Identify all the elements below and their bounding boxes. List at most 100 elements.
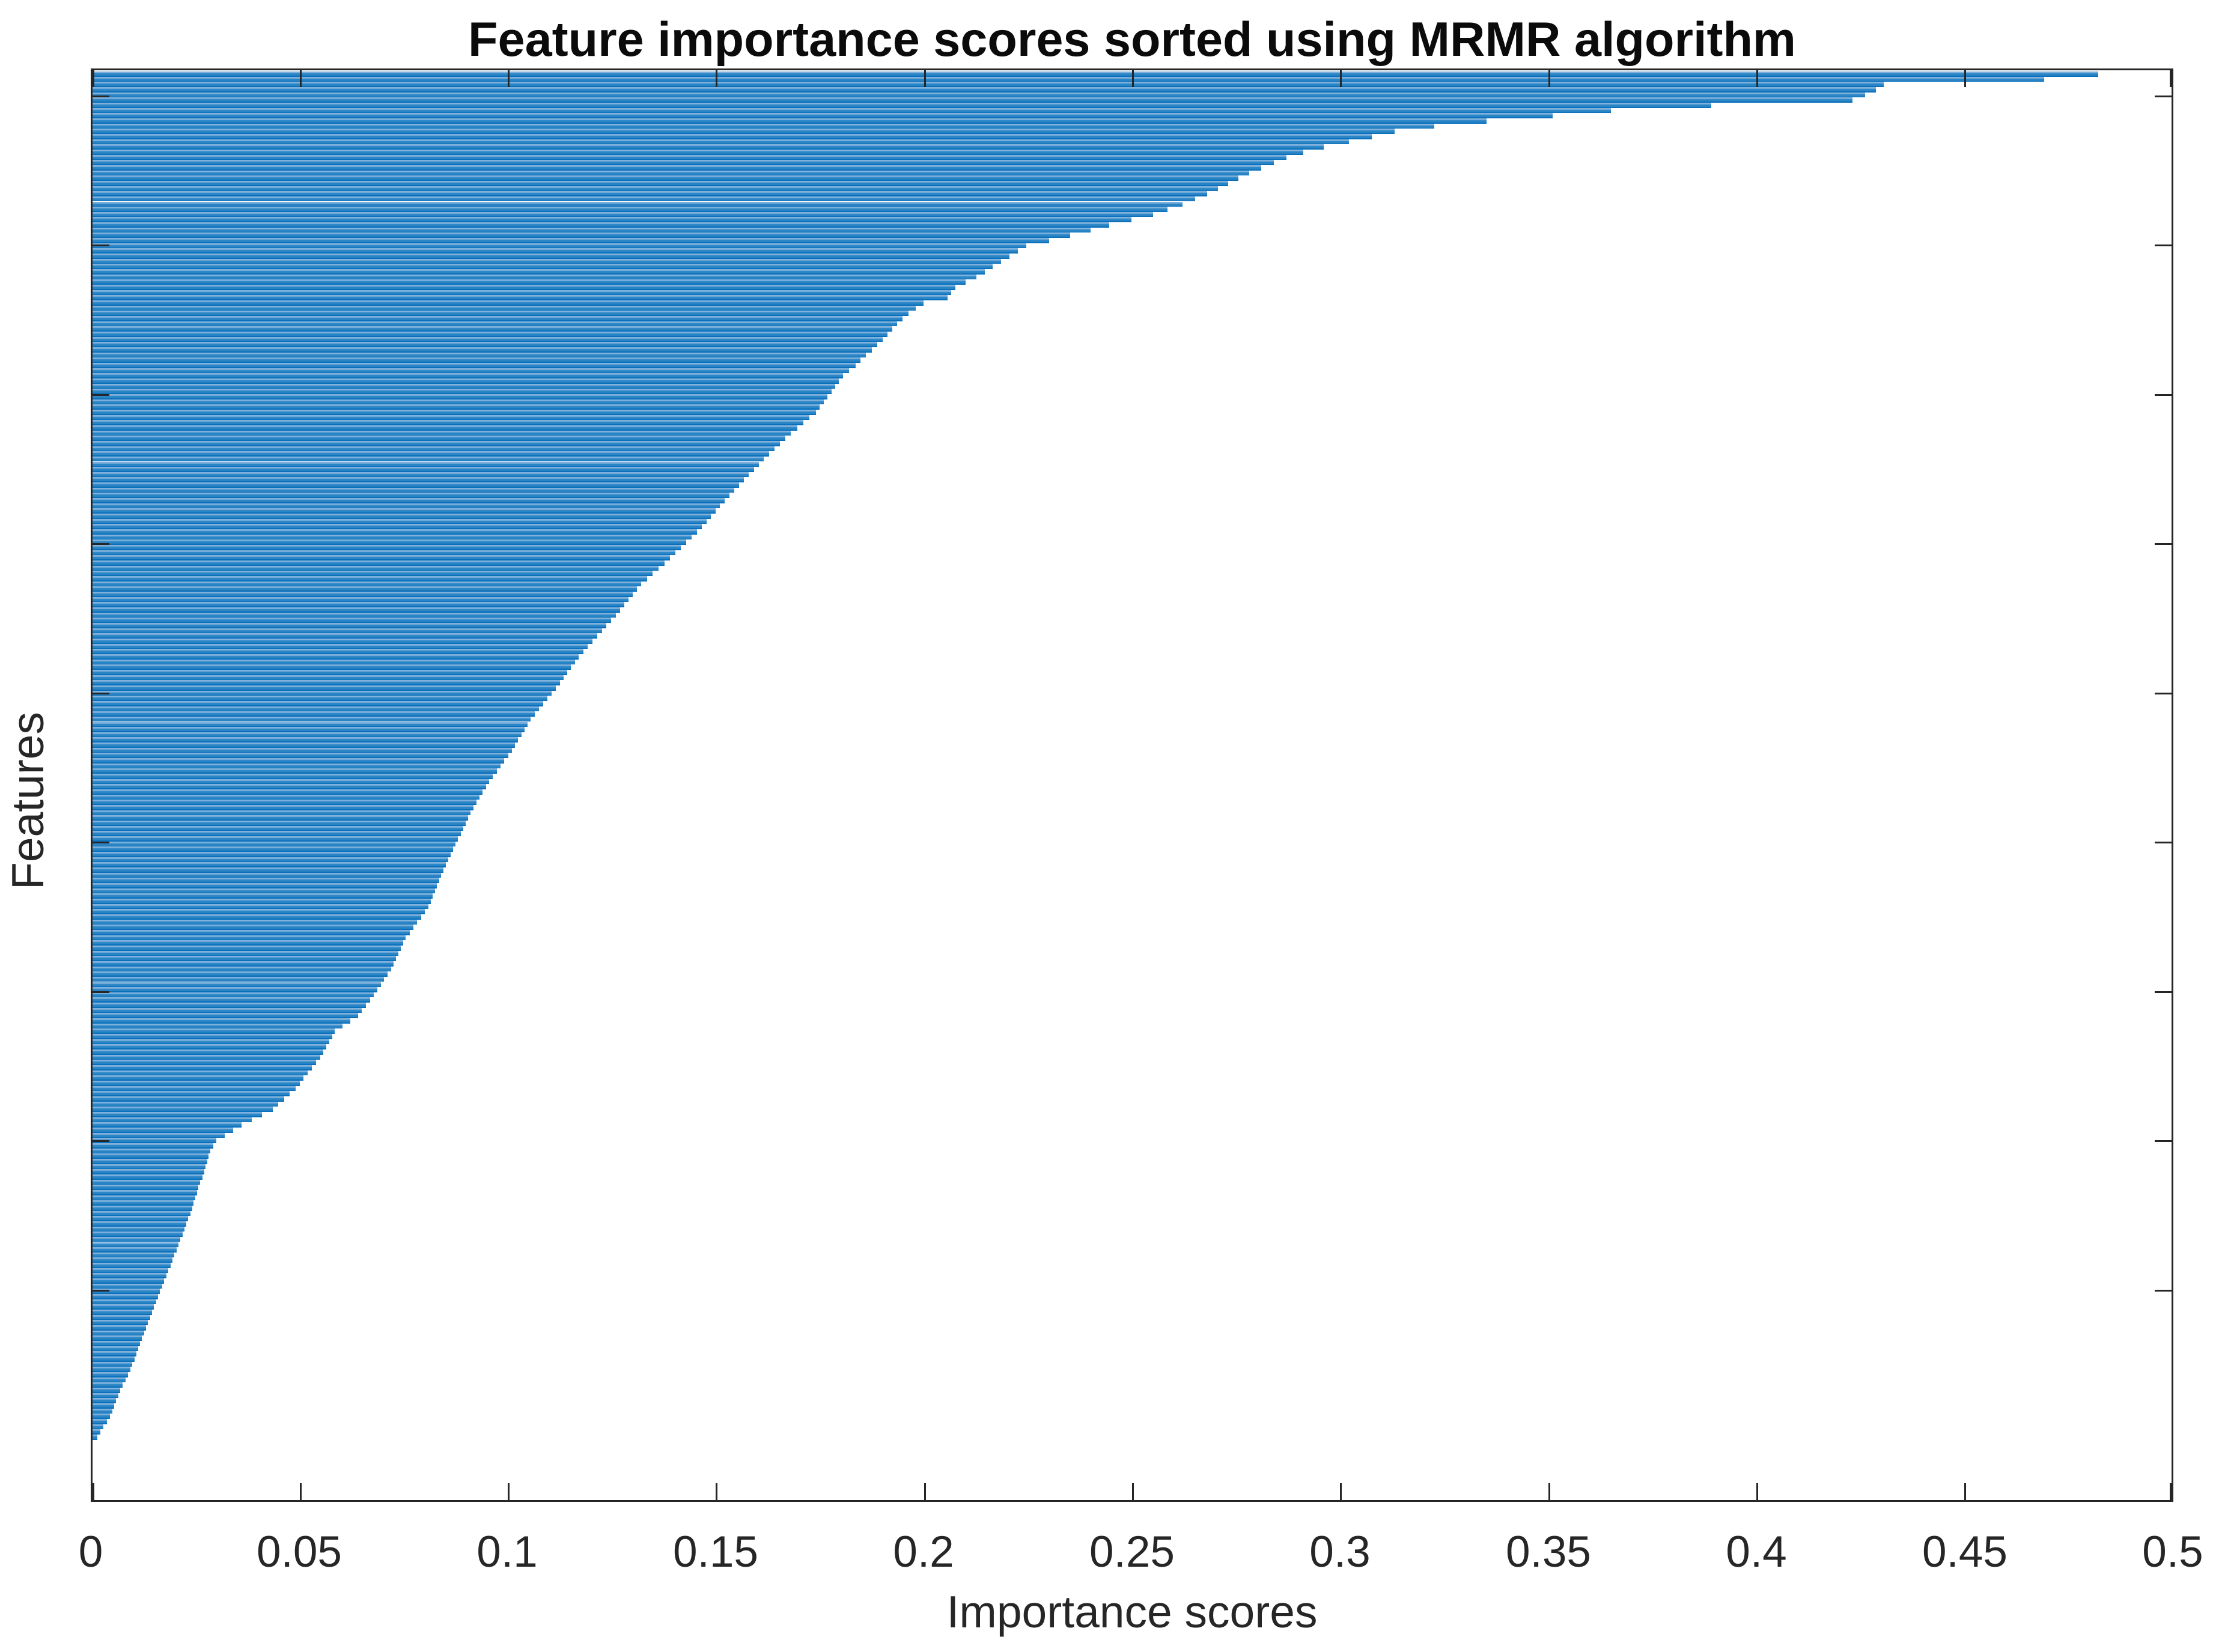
feature-importance-bar (93, 362, 856, 368)
feature-importance-bar (93, 1361, 133, 1367)
x-axis-label: Importance scores (946, 1587, 1318, 1637)
x-tick-label: 0.25 (1089, 1528, 1175, 1576)
feature-importance-bar (93, 888, 435, 894)
feature-importance-bar (93, 690, 552, 696)
y-axis-tick (93, 1289, 109, 1292)
feature-importance-bar (93, 332, 887, 337)
feature-importance-bar (93, 1304, 154, 1310)
feature-importance-bar (93, 160, 1274, 165)
feature-importance-bar (93, 524, 702, 530)
feature-importance-bar (93, 87, 1876, 93)
feature-importance-bar (93, 768, 497, 774)
feature-importance-bar (93, 1387, 120, 1393)
x-tick-label: 0.15 (672, 1528, 759, 1576)
feature-importance-bar (93, 742, 516, 748)
feature-importance-bar (93, 659, 575, 665)
feature-importance-bar (93, 607, 621, 613)
feature-importance-bar (93, 1429, 101, 1435)
feature-importance-bar (93, 248, 1018, 254)
feature-importance-bar (93, 1060, 317, 1066)
feature-importance-bar (93, 1013, 358, 1019)
feature-importance-bar (93, 326, 892, 332)
feature-importance-bar (93, 1372, 128, 1377)
feature-importance-bar (93, 1007, 362, 1013)
feature-importance-bar (93, 71, 2099, 77)
feature-importance-bar (93, 373, 843, 378)
feature-importance-bar (93, 779, 489, 785)
feature-importance-bar (93, 393, 828, 399)
feature-importance-bar (93, 347, 872, 353)
feature-importance-bar (93, 618, 611, 623)
feature-importance-bar (93, 139, 1349, 145)
feature-importance-bar (93, 1299, 156, 1305)
feature-importance-bar (93, 420, 803, 425)
feature-importance-bar (93, 123, 1434, 129)
y-axis-tick-right (2155, 95, 2172, 97)
feature-importance-bar (93, 1143, 213, 1149)
feature-importance-bar (93, 649, 583, 654)
x-axis-tick (716, 1483, 718, 1500)
x-axis-tick-top (299, 70, 302, 87)
feature-importance-bar (93, 529, 698, 535)
y-axis-tick-right (2155, 542, 2172, 545)
feature-importance-bar (93, 264, 993, 270)
feature-importance-bar (93, 1127, 233, 1133)
feature-importance-bar (93, 1356, 135, 1362)
feature-importance-bar (93, 545, 681, 550)
feature-importance-bar (93, 1341, 141, 1346)
feature-importance-bar (93, 436, 786, 441)
x-tick-label: 0 (78, 1528, 103, 1576)
x-axis-tick (508, 1483, 510, 1500)
feature-importance-bar (93, 825, 463, 831)
feature-importance-bar (93, 539, 687, 545)
x-axis-tick-top (716, 70, 718, 87)
feature-importance-bar (93, 1263, 171, 1268)
feature-importance-bar (93, 602, 624, 607)
feature-importance-bar (93, 493, 729, 499)
feature-importance-bar (93, 477, 744, 483)
x-axis-tick-top (1340, 70, 1342, 87)
feature-importance-bar (93, 1153, 209, 1159)
feature-importance-bar (93, 456, 764, 462)
feature-importance-bar (93, 108, 1612, 114)
feature-importance-bar (93, 1028, 335, 1034)
feature-importance-bar (93, 498, 725, 503)
feature-importance-bar (93, 976, 385, 982)
y-axis-tick-right (2155, 1289, 2172, 1292)
feature-importance-bar (93, 737, 519, 743)
feature-importance-bar (93, 929, 410, 935)
feature-importance-bar (93, 800, 476, 806)
feature-importance-bar (93, 113, 1553, 118)
feature-importance-bar (93, 415, 810, 421)
feature-importance-bar (93, 232, 1070, 238)
feature-importance-bar (93, 451, 770, 457)
feature-importance-bar (93, 482, 739, 488)
feature-importance-bar (93, 514, 711, 519)
y-axis-tick (93, 692, 109, 694)
x-tick-label: 0.05 (256, 1528, 342, 1576)
feature-importance-bar (93, 784, 486, 790)
feature-importance-bar (93, 357, 861, 363)
feature-importance-bar (93, 467, 754, 472)
y-axis-tick-right (2155, 692, 2172, 694)
feature-importance-bar (93, 461, 759, 467)
feature-importance-bar (93, 1044, 326, 1050)
feature-importance-bar (93, 1335, 142, 1341)
feature-importance-bar (93, 1278, 165, 1284)
feature-importance-bar (93, 1418, 107, 1424)
feature-importance-bar (93, 815, 468, 821)
feature-importance-bar (93, 399, 824, 405)
feature-importance-bar (93, 1325, 147, 1331)
feature-importance-bar (93, 581, 641, 587)
feature-importance-bar (93, 669, 568, 675)
feature-importance-bar (93, 1091, 290, 1097)
feature-importance-bar (93, 1075, 304, 1081)
feature-importance-bar (93, 571, 653, 577)
x-axis-tick-top (1756, 70, 1758, 87)
feature-importance-bar (93, 565, 659, 571)
feature-importance-bar (93, 1122, 242, 1128)
feature-importance-bar (93, 118, 1487, 124)
feature-importance-bar (93, 700, 543, 706)
x-axis-tick (1756, 1483, 1758, 1500)
